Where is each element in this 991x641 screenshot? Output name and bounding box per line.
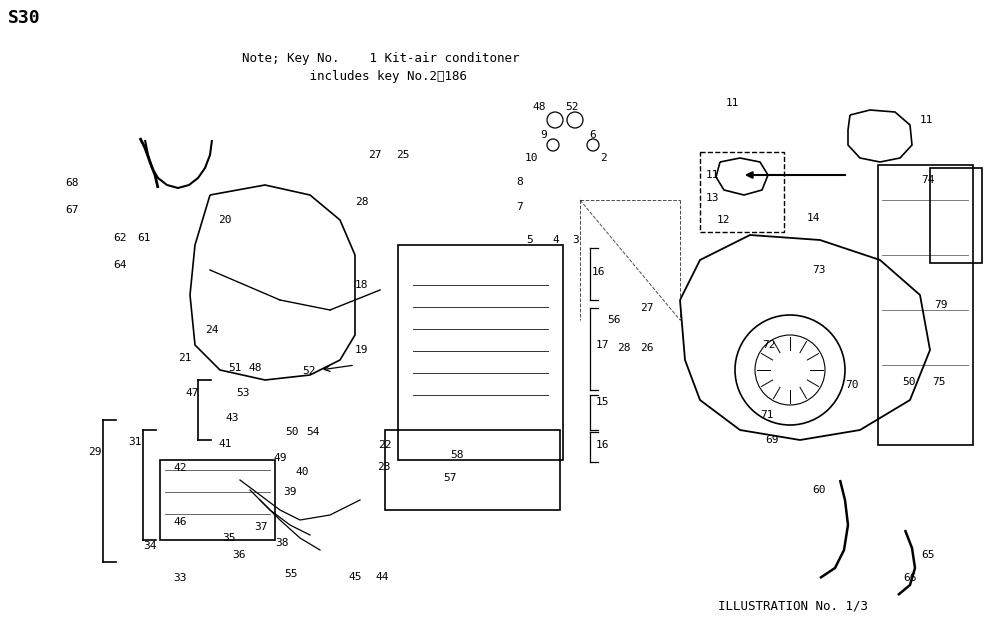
Text: 20: 20 <box>218 215 232 225</box>
Text: 44: 44 <box>375 572 388 582</box>
Text: 56: 56 <box>607 315 620 325</box>
Text: 33: 33 <box>173 573 186 583</box>
Text: 42: 42 <box>173 463 186 473</box>
Text: 17: 17 <box>596 340 609 350</box>
Text: 15: 15 <box>596 397 609 407</box>
Text: 37: 37 <box>254 522 268 532</box>
Text: 6: 6 <box>589 130 596 140</box>
Text: 61: 61 <box>137 233 151 243</box>
Text: 60: 60 <box>812 485 826 495</box>
Text: 29: 29 <box>88 447 101 457</box>
Text: 11: 11 <box>706 170 719 180</box>
Text: 5: 5 <box>526 235 533 245</box>
Text: 51: 51 <box>228 363 242 373</box>
Text: 67: 67 <box>65 205 78 215</box>
Text: 16: 16 <box>592 267 606 277</box>
Text: 19: 19 <box>355 345 369 355</box>
Text: 52: 52 <box>565 102 579 112</box>
Text: 50: 50 <box>902 377 916 387</box>
Text: 41: 41 <box>218 439 232 449</box>
Text: 62: 62 <box>113 233 127 243</box>
Text: 48: 48 <box>532 102 545 112</box>
Text: 58: 58 <box>450 450 464 460</box>
Text: 70: 70 <box>845 380 858 390</box>
Text: 74: 74 <box>921 175 935 185</box>
Text: 73: 73 <box>812 265 826 275</box>
Text: 11: 11 <box>920 115 934 125</box>
Bar <box>930 168 982 263</box>
Text: 26: 26 <box>640 343 653 353</box>
Text: 54: 54 <box>306 427 319 437</box>
Text: 72: 72 <box>762 340 776 350</box>
Text: 25: 25 <box>396 150 409 160</box>
Text: 27: 27 <box>368 150 382 160</box>
Text: 69: 69 <box>765 435 779 445</box>
Text: 16: 16 <box>596 440 609 450</box>
Text: 7: 7 <box>516 202 522 212</box>
Text: includes key No.2～186: includes key No.2～186 <box>242 69 467 83</box>
Text: 11: 11 <box>726 98 739 108</box>
Text: 13: 13 <box>706 193 719 203</box>
Text: 28: 28 <box>355 197 369 207</box>
Text: 52: 52 <box>302 366 315 376</box>
Text: 45: 45 <box>348 572 362 582</box>
Text: 35: 35 <box>222 533 236 543</box>
Text: 79: 79 <box>934 300 947 310</box>
Text: 38: 38 <box>275 538 288 548</box>
Text: 75: 75 <box>932 377 945 387</box>
Text: 24: 24 <box>205 325 218 335</box>
Text: 46: 46 <box>173 517 186 527</box>
Text: 48: 48 <box>248 363 262 373</box>
Text: 22: 22 <box>378 440 391 450</box>
Text: 40: 40 <box>295 467 308 477</box>
Bar <box>385 430 560 510</box>
Text: 64: 64 <box>113 260 127 270</box>
Text: 71: 71 <box>760 410 774 420</box>
Text: 10: 10 <box>525 153 538 163</box>
Bar <box>398 245 563 460</box>
Text: Note; Key No.    1 Kit-air conditoner: Note; Key No. 1 Kit-air conditoner <box>242 51 519 65</box>
Text: 27: 27 <box>640 303 653 313</box>
Text: 57: 57 <box>443 473 457 483</box>
Text: 66: 66 <box>903 573 917 583</box>
Text: 18: 18 <box>355 280 369 290</box>
Text: 65: 65 <box>921 550 935 560</box>
Text: 34: 34 <box>143 541 157 551</box>
Text: 43: 43 <box>225 413 239 423</box>
Text: 12: 12 <box>717 215 730 225</box>
Text: 68: 68 <box>65 178 78 188</box>
Text: 28: 28 <box>617 343 630 353</box>
Text: 2: 2 <box>600 153 606 163</box>
Text: 36: 36 <box>232 550 246 560</box>
Text: ILLUSTRATION No. 1/3: ILLUSTRATION No. 1/3 <box>718 599 868 613</box>
Text: 8: 8 <box>516 177 522 187</box>
Bar <box>878 165 973 445</box>
Text: 9: 9 <box>540 130 547 140</box>
Bar <box>160 460 275 540</box>
Text: 55: 55 <box>284 569 297 579</box>
Text: 23: 23 <box>377 462 390 472</box>
Text: 39: 39 <box>283 487 296 497</box>
Text: 53: 53 <box>236 388 250 398</box>
Text: 14: 14 <box>807 213 821 223</box>
Text: 21: 21 <box>178 353 191 363</box>
Text: 49: 49 <box>273 453 286 463</box>
Text: 50: 50 <box>285 427 298 437</box>
Text: 47: 47 <box>185 388 198 398</box>
Text: 4: 4 <box>552 235 559 245</box>
Bar <box>700 152 784 232</box>
Text: 31: 31 <box>128 437 142 447</box>
Text: 3: 3 <box>572 235 579 245</box>
Text: S30: S30 <box>8 9 41 27</box>
